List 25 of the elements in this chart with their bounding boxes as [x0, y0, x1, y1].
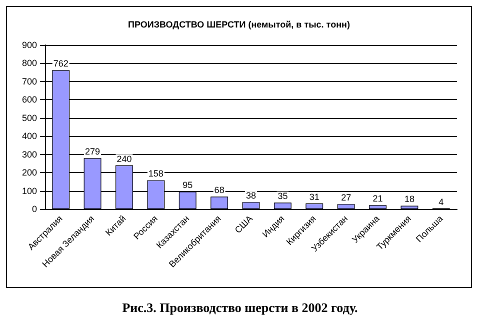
y-tick-label: 800: [22, 58, 37, 68]
y-tick-label: 600: [22, 94, 37, 105]
data-label: 762: [53, 58, 68, 69]
chart-title: ПРОИЗВОДСТВО ШЕРСТИ (немытой, в тыс. тонн): [128, 20, 350, 30]
y-tick-label: 200: [22, 168, 37, 178]
y-tick-label: 900: [22, 40, 37, 50]
data-label: 4: [438, 196, 444, 207]
y-tick-label: 500: [22, 112, 37, 123]
text: Рис.3. Производство шерсти в 2002 году.: [121, 300, 359, 316]
data-label: 35: [278, 191, 288, 202]
y-tick-label: 300: [22, 149, 37, 160]
data-label: 21: [372, 194, 383, 204]
data-label: 240: [116, 154, 132, 164]
y-tick-label: 100: [22, 186, 37, 196]
data-label: 38: [246, 190, 256, 201]
y-tick-label: 400: [22, 131, 37, 142]
data-label: 18: [404, 194, 414, 204]
y-tick-label: 0: [32, 204, 37, 214]
data-label: 158: [148, 168, 164, 179]
data-label: 95: [182, 180, 193, 190]
data-label: 31: [309, 192, 320, 202]
data-label: 27: [341, 192, 352, 203]
data-label: 68: [214, 185, 224, 196]
data-label: 279: [85, 146, 100, 157]
y-tick-label: 700: [22, 76, 37, 86]
